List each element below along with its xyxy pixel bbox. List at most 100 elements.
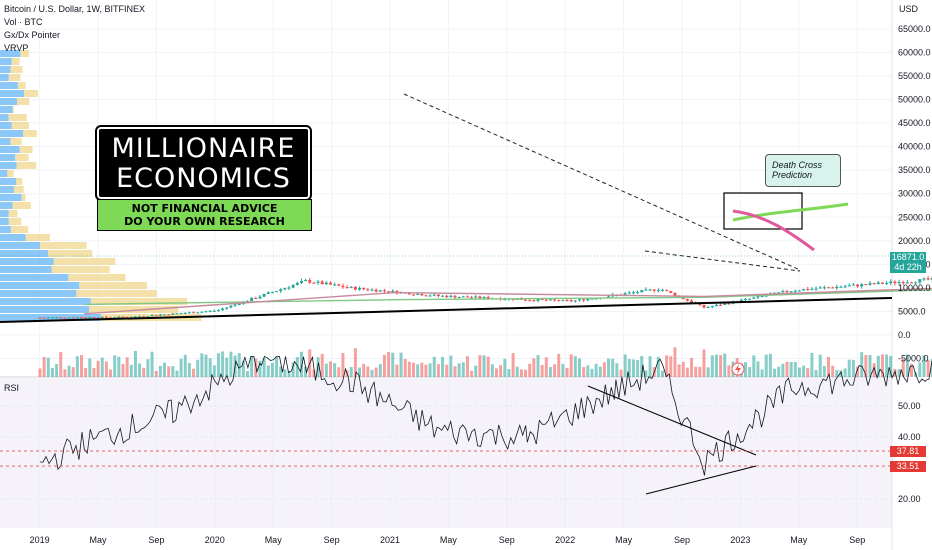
candle-body	[171, 313, 175, 315]
candle-body	[324, 282, 328, 285]
volume-bar	[420, 362, 424, 377]
candle-body	[457, 297, 461, 299]
candle-body	[831, 287, 835, 289]
logo: MILLIONAIRE ECONOMICS NOT FINANCIAL ADVI…	[95, 125, 312, 231]
volume-bar	[822, 366, 826, 377]
vrvp-down-bar	[39, 242, 87, 249]
volume-bar	[810, 352, 814, 377]
volume-bar	[511, 353, 515, 377]
x-tick-label: May	[615, 535, 633, 545]
candle-body	[926, 278, 930, 280]
y-tick-label: 10000.0	[898, 283, 931, 293]
candle-body	[175, 313, 179, 315]
indicator-gxdx[interactable]: Gx/Dx Pointer	[4, 30, 61, 40]
volume-bar	[482, 355, 486, 377]
rsi-tick-label: 50.00	[898, 401, 921, 411]
vrvp-up-bar	[0, 258, 54, 265]
rsi-tag-2: 33.51	[890, 461, 926, 472]
volume-bar	[391, 352, 395, 377]
vrvp-down-bar	[79, 282, 148, 289]
x-tick-label: 2023	[730, 535, 750, 545]
candle-body	[702, 304, 706, 308]
vrvp-up-bar	[0, 186, 14, 193]
volume-bar	[163, 362, 166, 377]
rsi-tick-label: 40.00	[898, 432, 921, 442]
volume-bar	[67, 365, 71, 377]
indicator-volume[interactable]: Vol · BTC	[4, 17, 43, 27]
volume-bar	[561, 363, 565, 377]
vrvp-up-bar	[0, 250, 48, 257]
volume-bar	[291, 362, 295, 377]
candle-body	[88, 317, 92, 319]
x-tick-label: 2022	[555, 535, 575, 545]
candle-body	[748, 298, 752, 300]
candle-body	[345, 287, 349, 289]
candle-body	[839, 286, 843, 288]
vrvp-down-bar	[8, 114, 27, 121]
price-axis[interactable]: 65000.0 60000.0 55000.0 50000.0 45000.0 40000…	[898, 24, 931, 364]
candle-body	[573, 300, 577, 302]
candle-body	[802, 289, 806, 291]
volume-bar	[872, 363, 876, 377]
volume-bar	[831, 365, 835, 377]
candle-body	[258, 296, 262, 299]
vrvp-down-bar	[22, 130, 37, 137]
x-tick-label: Sep	[324, 535, 340, 545]
vrvp-down-bar	[16, 178, 23, 185]
volume-bar	[893, 368, 897, 377]
wedge-lower-line[interactable]	[644, 250, 801, 272]
volume-bar	[100, 357, 104, 377]
candle-body	[84, 317, 88, 319]
volume-bar	[250, 356, 254, 377]
volume-bar	[727, 365, 731, 377]
volume-bar	[175, 370, 179, 377]
candle-body	[640, 290, 644, 293]
time-axis[interactable]: 2019 May Sep 2020 May Sep 2021 May Sep 2022 May Sep…	[30, 535, 866, 545]
vrvp-up-bar	[0, 202, 13, 209]
candle-body	[370, 289, 374, 291]
volume-bar	[121, 364, 125, 377]
rsi-upper-trendline[interactable]	[587, 385, 757, 456]
vrvp-up-bar	[0, 146, 20, 153]
resistance-trendline[interactable]	[403, 93, 801, 271]
x-tick-label: Sep	[499, 535, 515, 545]
volume-bar	[341, 353, 345, 377]
rsi-label[interactable]: RSI	[4, 383, 20, 393]
volume-bar	[756, 361, 760, 377]
candle-body	[279, 289, 283, 292]
volume-bar	[432, 356, 436, 377]
volume-bar	[470, 370, 474, 377]
logo-strip-line-2: DO YOUR OWN RESEARCH	[124, 215, 285, 228]
volume-bar	[42, 356, 46, 377]
volume-bar	[275, 356, 279, 377]
candle-body	[312, 282, 316, 284]
candle-body	[308, 279, 312, 283]
volume-bar	[246, 371, 249, 377]
volume-bar	[553, 364, 557, 377]
volume-bar	[856, 366, 860, 377]
volume-bar	[503, 358, 507, 377]
vrvp-up-bar	[0, 226, 11, 233]
candle-body	[482, 297, 486, 299]
vrvp-down-bar	[90, 298, 188, 305]
candle-body	[96, 317, 100, 319]
vrvp-up-bar	[0, 82, 18, 89]
candle-body	[918, 279, 922, 283]
indicator-vrvp[interactable]: VRVP	[4, 43, 29, 53]
candle-body	[503, 299, 507, 301]
rsi-lower-trendline[interactable]	[645, 465, 757, 495]
volume-bar	[785, 361, 789, 377]
volume-bar	[457, 363, 461, 377]
death-cross-note[interactable]: Death Cross Prediction	[765, 154, 841, 187]
candle-body	[868, 283, 872, 285]
candle-body	[55, 317, 59, 319]
predicted-ma-slow	[732, 202, 849, 222]
symbol-title[interactable]: Bitcoin / U.S. Dollar, 1W, BITFINEX	[4, 4, 146, 14]
volume-bar	[885, 354, 889, 377]
candle-body	[797, 290, 801, 292]
volume-bar	[63, 369, 67, 377]
support-trendline[interactable]	[0, 297, 893, 323]
volume-bar	[38, 368, 42, 377]
candle-body	[548, 299, 552, 301]
